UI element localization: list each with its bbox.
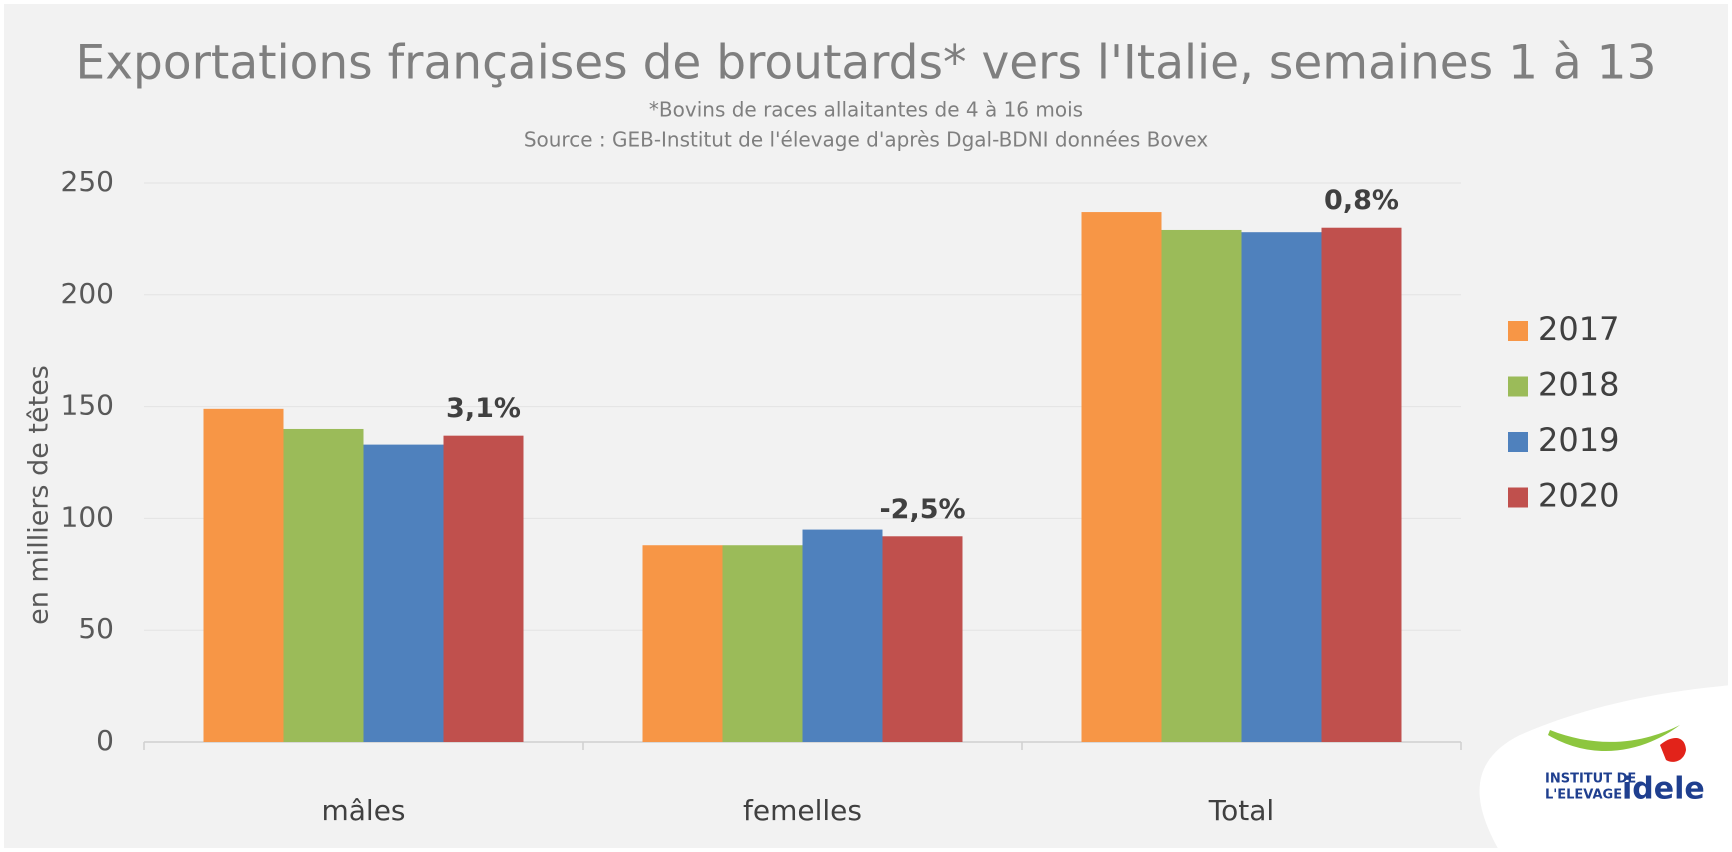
y-tick-label: 200 <box>61 277 114 310</box>
bar <box>882 536 963 742</box>
bar <box>722 545 803 742</box>
legend-label: 2019 <box>1538 421 1619 459</box>
chart-subtitle: *Bovins de races allaitantes de 4 à 16 m… <box>649 98 1083 122</box>
logo: INSTITUT DE L'ELEVAGE idele <box>1479 685 1732 852</box>
bar <box>642 545 723 742</box>
bar <box>1321 227 1402 743</box>
bar <box>1241 232 1322 742</box>
bar <box>283 428 364 742</box>
y-tick-label: 250 <box>61 165 114 198</box>
bar <box>1081 212 1162 742</box>
x-tick-label: Total <box>1208 794 1274 827</box>
legend-swatch <box>1508 432 1528 452</box>
legend-label: 2017 <box>1538 310 1619 348</box>
logo-text: INSTITUT DE <box>1545 772 1636 787</box>
chart-title: Exportations françaises de broutards* ve… <box>76 36 1657 91</box>
chart-source: Source : GEB-Institut de l'élevage d'apr… <box>524 128 1209 152</box>
logo-text: L'ELEVAGE <box>1545 788 1622 803</box>
logo-drop <box>1660 738 1686 762</box>
legend-label: 2020 <box>1538 477 1619 515</box>
annotation: 0,8% <box>1324 185 1399 216</box>
y-tick-label: 0 <box>96 724 114 757</box>
bar <box>203 408 284 742</box>
bar <box>1161 229 1242 742</box>
logo-brand: idele <box>1622 772 1705 807</box>
y-tick-label: 150 <box>61 389 114 422</box>
x-tick-label: femelles <box>743 794 862 827</box>
legend-swatch <box>1508 376 1528 397</box>
legend-swatch <box>1508 321 1528 341</box>
y-tick-label: 50 <box>78 612 114 645</box>
logo-swoosh <box>1548 725 1680 752</box>
legend-label: 2018 <box>1538 366 1619 404</box>
y-axis-label: en milliers de têtes <box>24 365 55 625</box>
bar <box>802 529 883 742</box>
logo-backdrop <box>1479 685 1732 852</box>
annotation: 3,1% <box>446 393 521 424</box>
bar <box>363 444 444 742</box>
y-tick-label: 100 <box>61 500 114 533</box>
annotation: -2,5% <box>879 494 965 525</box>
x-tick-label: mâles <box>321 794 405 827</box>
bar <box>443 435 524 742</box>
legend-swatch <box>1508 487 1528 508</box>
